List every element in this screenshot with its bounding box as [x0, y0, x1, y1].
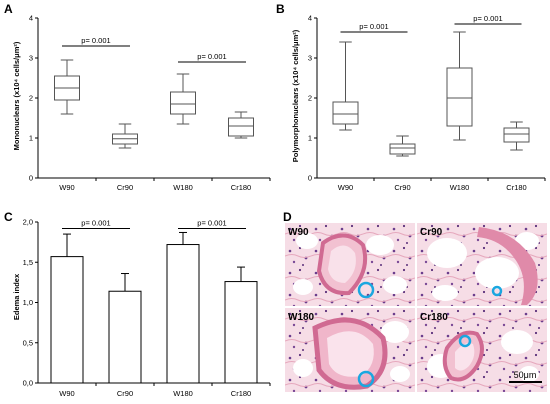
y-tick-label: 0,0 [23, 379, 33, 388]
vessel-circle [357, 281, 375, 299]
y-tick-label: 3 [29, 54, 33, 63]
y-tick-label: 4 [308, 14, 312, 23]
y-tick-label: 1 [308, 134, 312, 143]
significance-label: p= 0.001 [197, 218, 226, 227]
bar [108, 290, 142, 384]
y-axis-label: Mononuclears (x10⁴ cells/μm²) [12, 41, 21, 150]
box [170, 91, 196, 115]
vessel-circle [357, 370, 375, 388]
y-tick-label: 1 [29, 134, 33, 143]
y-axis-label: Polymorphonuclears (x10⁴ cells/μm²) [291, 29, 300, 162]
micrograph-w180: W180 [285, 308, 415, 392]
box [503, 127, 530, 143]
micrograph-cr90: Cr90 [417, 223, 547, 306]
chart-marks: 0 1 2 3 4 W90 Cr90 W180 Cr180 p= 0.001 p= 0.001 [308, 14, 546, 192]
micrograph-label: W180 [288, 312, 315, 323]
y-tick-label: 2 [308, 94, 312, 103]
panel-letter: A [4, 2, 13, 16]
x-tick-label: W90 [338, 183, 353, 192]
box [228, 117, 254, 137]
box [389, 143, 416, 155]
bar [166, 244, 200, 384]
panel-letter: B [276, 2, 285, 16]
y-tick-label: 4 [29, 14, 33, 23]
y-tick-label: 2,0 [23, 218, 33, 227]
y-axis-label: Edema index [12, 273, 21, 320]
bar [224, 281, 258, 384]
x-tick-label: Cr90 [394, 183, 410, 192]
micrograph-cr180: Cr180 50μm [417, 308, 547, 392]
micrograph-w90: W90 [285, 223, 415, 306]
micrograph-label: Cr180 [420, 312, 448, 323]
significance-label: p= 0.001 [81, 218, 110, 227]
y-tick-label: 2 [29, 94, 33, 103]
x-tick-label: Cr90 [117, 183, 133, 192]
vessel-circle [458, 334, 472, 348]
vessel-circle [491, 285, 503, 297]
x-tick-label: Cr180 [506, 183, 526, 192]
box [446, 67, 473, 127]
box [332, 101, 359, 125]
y-tick-label: 0 [29, 174, 33, 183]
micrograph-label: W90 [288, 227, 309, 238]
y-tick-label: 0,5 [23, 338, 33, 347]
significance-label: p= 0.001 [197, 52, 226, 61]
significance-label: p= 0.001 [359, 22, 388, 31]
y-tick-label: 1,0 [23, 298, 33, 307]
y-tick-label: 1,5 [23, 258, 33, 267]
x-tick-label: W180 [173, 389, 193, 398]
x-tick-label: Cr180 [231, 183, 251, 192]
x-tick-label: W90 [59, 389, 74, 398]
x-tick-label: Cr90 [117, 389, 133, 398]
panel-letter: C [4, 210, 13, 224]
panel-letter: D [283, 210, 292, 224]
significance-label: p= 0.001 [81, 36, 110, 45]
chart-marks: 0 1 2 3 4 W90 Cr90 W180 Cr180 p= 0.001 p= 0.001 [29, 14, 271, 192]
chart-marks: 0,0 0,5 1,0 1,5 2,0 W90 Cr90 W180 Cr180 p= 0.001 p… [23, 218, 271, 398]
y-tick-label: 3 [308, 54, 312, 63]
scale-bar-label: 50μm [514, 370, 537, 380]
bar [50, 256, 84, 384]
x-tick-label: W90 [59, 183, 74, 192]
panel-b-chart: B Polymorphonuclears (x10⁴ cells/μm²) 0 1… [276, 2, 546, 192]
panel-c-chart: C Edema index 0,0 0,5 1,0 1,5 2,0 W90 Cr90 W180… [4, 210, 271, 398]
x-tick-label: Cr180 [231, 389, 251, 398]
panel-d-histology: D W90 Cr90 [283, 210, 547, 392]
x-tick-label: W180 [450, 183, 470, 192]
micrograph-label: Cr90 [420, 227, 443, 238]
x-tick-label: W180 [173, 183, 193, 192]
panel-a-chart: A Mononuclears (x10⁴ cells/μm²) 0 1 2 3 4 W90… [4, 2, 271, 192]
y-tick-label: 0 [308, 174, 312, 183]
significance-label: p= 0.001 [473, 14, 502, 23]
